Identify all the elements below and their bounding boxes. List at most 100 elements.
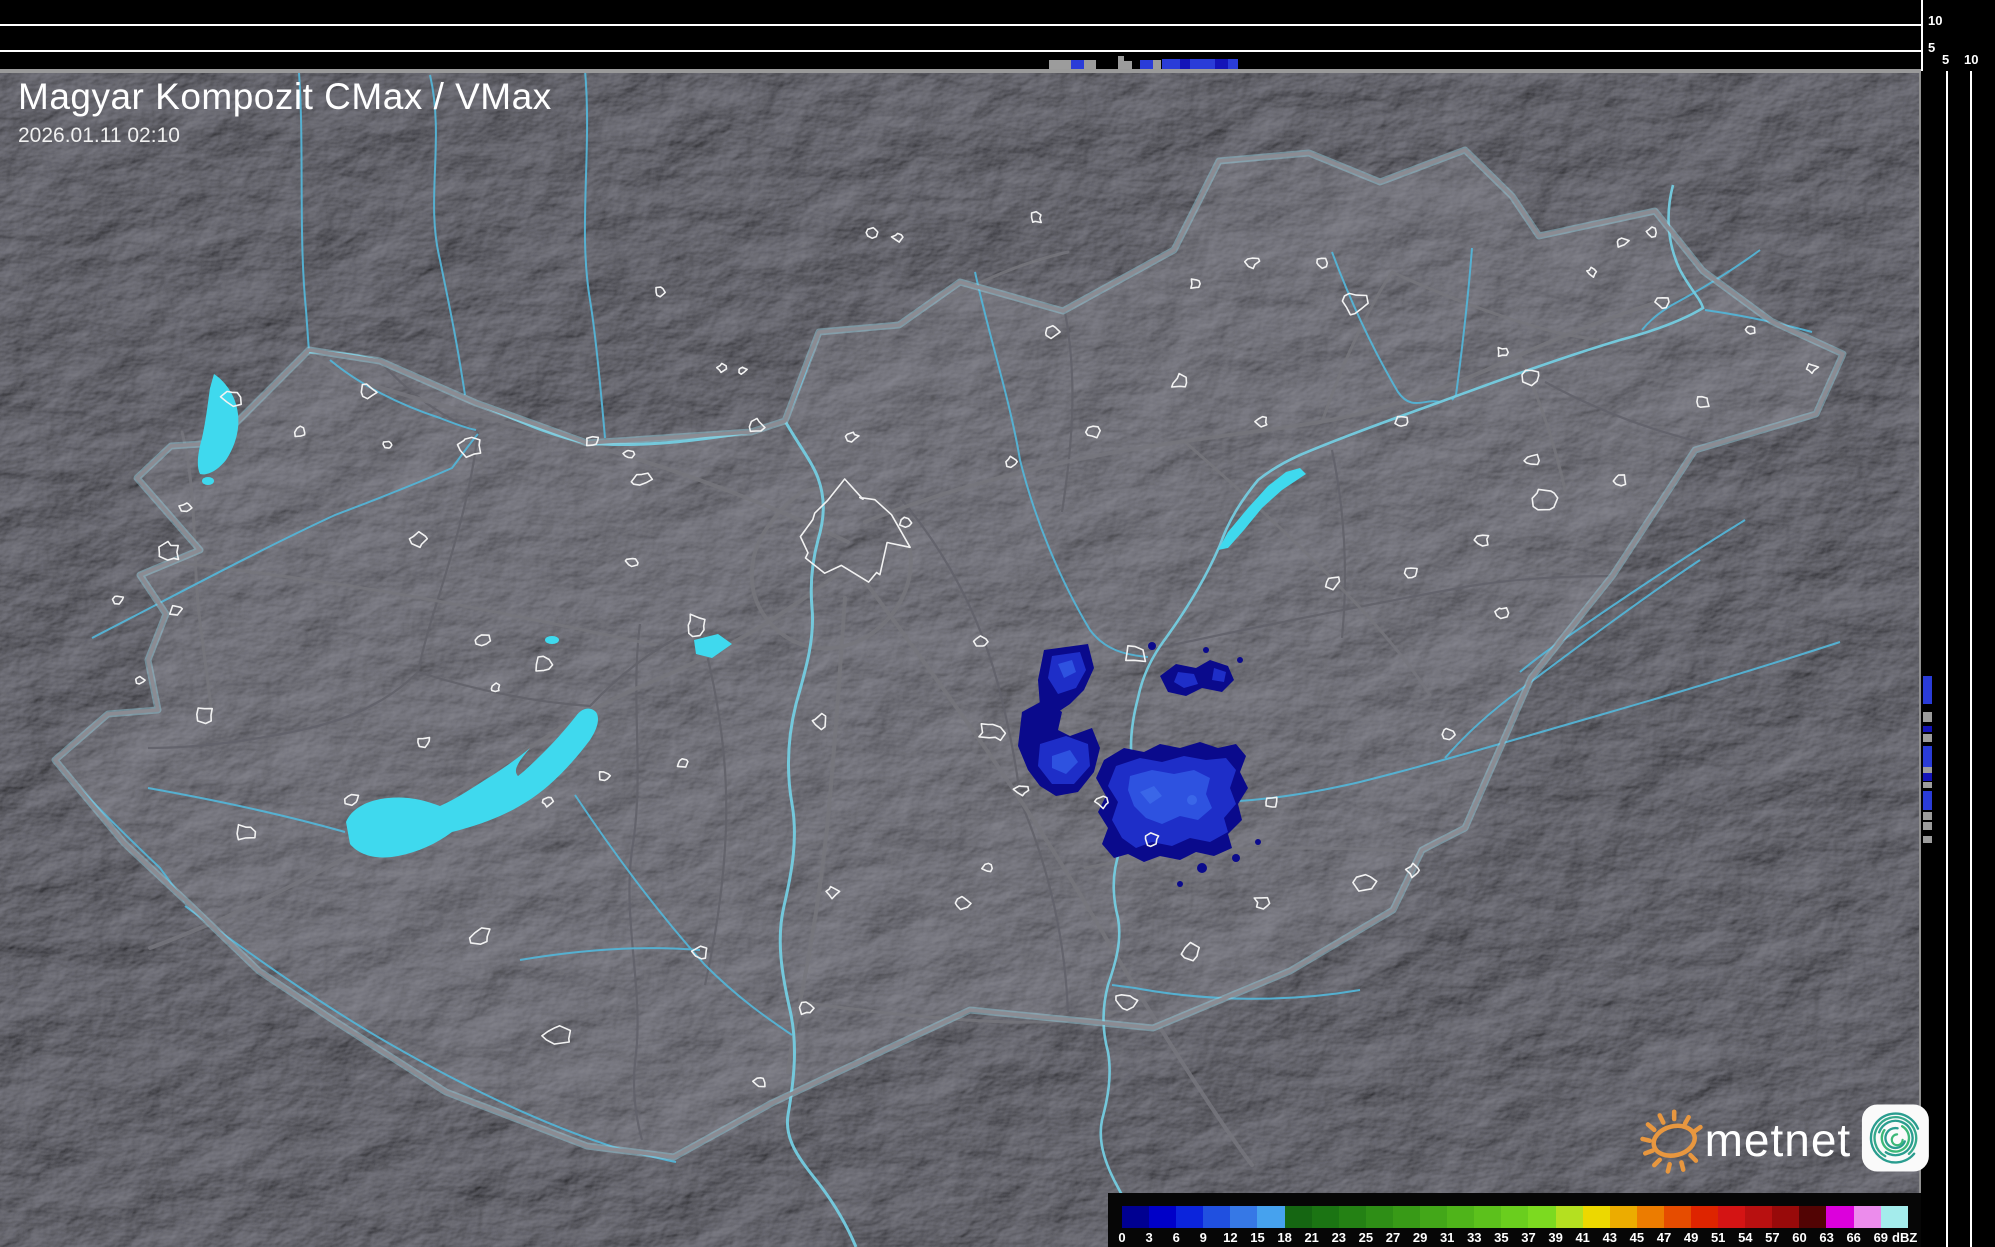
city-outline xyxy=(343,793,360,807)
colorbar-segment xyxy=(1718,1206,1746,1228)
city-outline xyxy=(1352,873,1378,892)
colorbar-segment xyxy=(1582,1206,1610,1228)
city-outline xyxy=(799,478,911,583)
colorbar-tick-label: 51 xyxy=(1710,1230,1726,1245)
city-outline xyxy=(630,472,654,486)
colorbar-segment xyxy=(1853,1206,1881,1228)
city-outline xyxy=(1744,325,1756,335)
echo-profile-block xyxy=(1140,60,1153,69)
colorbar-segment xyxy=(1420,1206,1448,1228)
city-outline xyxy=(825,885,841,900)
city-outline xyxy=(1144,832,1160,848)
city-outline xyxy=(811,712,827,731)
city-outline xyxy=(981,862,993,873)
city-outline xyxy=(1115,994,1139,1011)
echo-profile-block xyxy=(1215,59,1228,69)
colorbar-tick-label: 15 xyxy=(1250,1230,1265,1245)
city-outline xyxy=(1243,257,1261,270)
echo-profile-block xyxy=(1228,59,1238,69)
city-outline xyxy=(456,436,482,459)
colorbar-tick-label: 63 xyxy=(1819,1230,1834,1245)
city-outline xyxy=(1180,941,1200,962)
colorbar-segment xyxy=(1772,1206,1800,1228)
rivers xyxy=(57,59,1841,1163)
echo-profile-block xyxy=(1923,822,1932,830)
city-outline xyxy=(474,634,492,647)
echo-profile-block xyxy=(1084,60,1096,69)
city-outline xyxy=(687,613,706,638)
profile-gridline-5km xyxy=(1946,71,1948,1247)
roads xyxy=(148,250,1730,1167)
echo-profile-block xyxy=(1180,59,1190,69)
lakes xyxy=(197,374,1306,858)
city-outline xyxy=(1616,237,1630,248)
colorbar-unit-label: dBZ xyxy=(1892,1230,1918,1245)
echo-profile-block xyxy=(1923,726,1932,732)
echo-profile-block xyxy=(1124,61,1132,69)
colorbar-tick-label: 45 xyxy=(1629,1230,1645,1245)
axis-tick-label: 5 xyxy=(1928,40,1936,55)
colorbar-tick-label: 25 xyxy=(1358,1230,1374,1245)
city-outline xyxy=(798,1001,815,1016)
city-outline xyxy=(1404,862,1420,879)
city-outline xyxy=(1265,796,1278,808)
axis-tick-label: 10 xyxy=(1964,52,1979,67)
city-outline xyxy=(1394,415,1409,427)
city-outline xyxy=(890,232,904,243)
colorbar-tick-label: 27 xyxy=(1385,1230,1401,1245)
colorbar-segment xyxy=(1690,1206,1719,1228)
echo-profile-block xyxy=(1923,773,1932,781)
city-outline xyxy=(236,823,257,841)
colorbar-tick-label: 69 xyxy=(1873,1230,1889,1245)
city-outline xyxy=(865,226,879,239)
lake-balaton xyxy=(346,708,598,858)
city-outline xyxy=(1324,576,1341,591)
city-outline xyxy=(219,390,242,408)
profile-axis-line xyxy=(1921,0,1923,71)
city-outline xyxy=(1254,415,1268,428)
colorbar-tick-label: 39 xyxy=(1548,1230,1563,1245)
colorbar-segment xyxy=(1149,1206,1177,1228)
colorbar-tick-label: 33 xyxy=(1467,1230,1482,1245)
city-outline xyxy=(1497,346,1509,358)
metnet-app-icon xyxy=(1862,1104,1930,1172)
small-lake xyxy=(545,636,559,644)
colorbar-segment xyxy=(1663,1206,1691,1228)
colorbar-tick-label: 47 xyxy=(1656,1230,1672,1245)
colorbar-tick-label: 35 xyxy=(1494,1230,1509,1245)
colorbar-segment xyxy=(1745,1206,1773,1228)
city-outline xyxy=(598,771,612,782)
lake-velence xyxy=(694,634,732,658)
city-outline xyxy=(1093,795,1109,810)
city-outline xyxy=(738,366,748,375)
lake-tisza xyxy=(1218,468,1306,550)
major-rivers xyxy=(308,184,1705,1247)
axis-tick-label: 10 xyxy=(1928,13,1943,28)
city-outline xyxy=(1523,453,1540,466)
metnet-logo: metnet xyxy=(1638,1088,1930,1188)
city-outline xyxy=(1586,266,1598,278)
sun-icon xyxy=(1640,1109,1703,1174)
echo-profile-block xyxy=(1190,59,1215,69)
colorbar-tick-label: 41 xyxy=(1575,1230,1590,1245)
colorbar-tick-label: 66 xyxy=(1846,1230,1861,1245)
city-outline xyxy=(1253,896,1271,910)
city-outline xyxy=(1316,257,1329,269)
colorbar-segment xyxy=(1501,1206,1529,1228)
axis-tick-label: 5 xyxy=(1942,52,1950,67)
echo-profile-block xyxy=(1923,676,1932,704)
colorbar-segment xyxy=(1203,1206,1231,1228)
colorbar-segment xyxy=(1609,1206,1637,1228)
colorbar-tick-label: 29 xyxy=(1412,1230,1428,1245)
colorbar-segment xyxy=(1880,1206,1908,1228)
colorbar-segment xyxy=(1122,1206,1150,1228)
colorbar-segment xyxy=(1474,1206,1502,1228)
colorbar-tick-label: 9 xyxy=(1199,1230,1207,1245)
colorbar-segment xyxy=(1528,1206,1556,1228)
colorbar-segment xyxy=(1799,1206,1827,1228)
colorbar-segment xyxy=(1257,1206,1285,1228)
dbz-colorbar: 0 3 6 9 12 15 18 21 23 25 27 29 31 33 35 37 39 41 43 45 47 49… xyxy=(1108,1193,1921,1247)
echo-profile-block xyxy=(1923,712,1932,722)
title-block: Magyar Kompozit CMax / VMax 2026.01.11 0… xyxy=(18,76,552,148)
city-outline xyxy=(1645,226,1657,238)
